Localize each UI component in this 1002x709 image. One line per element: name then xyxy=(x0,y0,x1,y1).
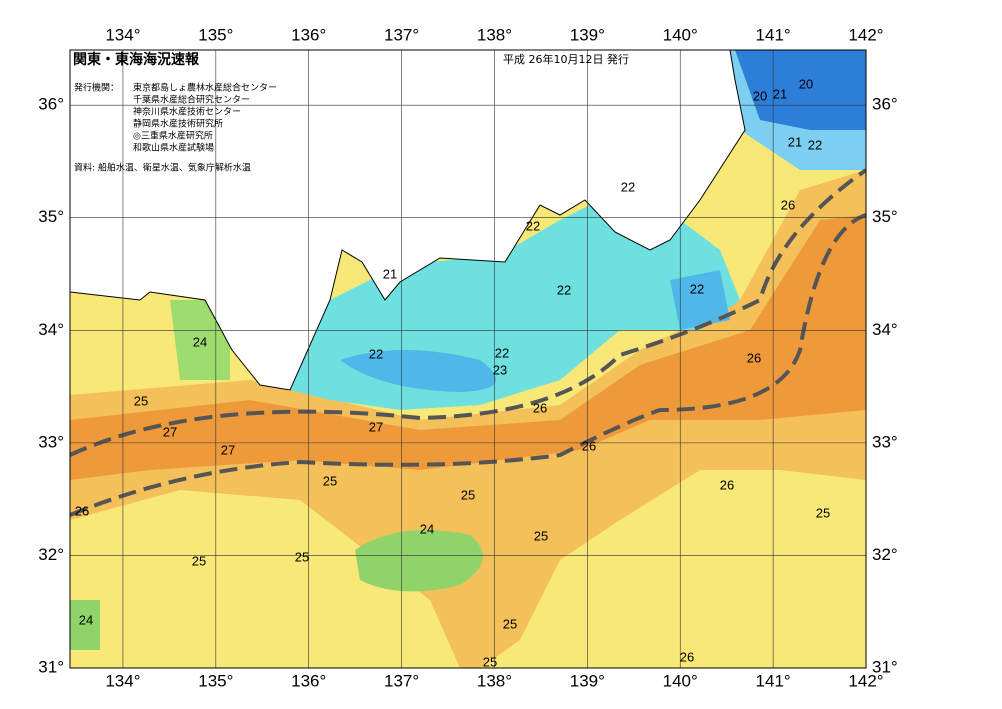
contour-label: 26 xyxy=(533,400,547,415)
contour-label: 22 xyxy=(621,179,635,194)
issuer: 東京都島しょ農林水産総合センター xyxy=(133,82,277,94)
map-frame xyxy=(69,49,867,669)
lon-label-bottom: 140° xyxy=(663,671,698,690)
contour-label: 22 xyxy=(369,346,383,361)
lat-label-right: 34° xyxy=(872,320,898,339)
issuers-label: 発行機関： xyxy=(74,82,119,94)
lon-label-bottom: 141° xyxy=(756,671,791,690)
contour-label: 26 xyxy=(582,438,596,453)
lat-label-left: 32° xyxy=(38,545,64,564)
lon-label-bottom: 134° xyxy=(105,671,140,690)
lon-label-top: 141° xyxy=(756,25,791,44)
contour-label: 26 xyxy=(781,197,795,212)
lon-label-bottom: 142° xyxy=(848,671,883,690)
issuer: 和歌山県水産試験場 xyxy=(133,142,214,154)
contour-label: 22 xyxy=(557,282,571,297)
lon-label-top: 136° xyxy=(291,25,326,44)
contour-label: 24 xyxy=(79,612,93,627)
lon-label-top: 134° xyxy=(105,25,140,44)
lat-label-right: 36° xyxy=(872,95,898,114)
contour-label: 25 xyxy=(503,616,517,631)
contour-label: 26 xyxy=(747,350,761,365)
lat-label-right: 35° xyxy=(872,207,898,226)
contour-label: 25 xyxy=(134,393,148,408)
contour-label: 25 xyxy=(295,549,309,564)
contour-label: 26 xyxy=(680,649,694,664)
lon-label-bottom: 137° xyxy=(384,671,419,690)
lon-label-top: 137° xyxy=(384,25,419,44)
contour-label: 25 xyxy=(192,553,206,568)
contour-label: 22 xyxy=(690,281,704,296)
contour-label: 21 xyxy=(773,86,787,101)
issuer: 静岡県水産技術研究所 xyxy=(133,118,223,130)
title: 関東・東海海況速報 xyxy=(73,51,200,68)
contour-label: 23 xyxy=(493,362,507,377)
lat-label-left: 31° xyxy=(38,657,64,676)
contour-label: 25 xyxy=(483,654,497,669)
land xyxy=(70,50,746,391)
issuers-list: 東京都島しょ農林水産総合センター千葉県水産総合研究センター神奈川県水産技術センタ… xyxy=(133,82,277,154)
contour-label: 26 xyxy=(720,477,734,492)
contour-label: 20 xyxy=(753,88,767,103)
contour-label: 21 xyxy=(383,266,397,281)
contour-label: 22 xyxy=(495,345,509,360)
contour-label: 27 xyxy=(163,424,177,439)
lat-label-right: 33° xyxy=(872,432,898,451)
contour-label: 27 xyxy=(221,442,235,457)
issue-date: 平成 26年10月12日 発行 xyxy=(503,52,629,66)
contour-label: 24 xyxy=(193,334,207,349)
lat-label-left: 34° xyxy=(38,320,64,339)
issuer: 神奈川県水産技術センター xyxy=(133,106,241,118)
lat-label-left: 36° xyxy=(38,95,64,114)
contour-label: 24 xyxy=(420,521,434,536)
kuroshio-axis xyxy=(70,168,866,517)
lat-label-left: 35° xyxy=(38,207,64,226)
contour-label: 21 xyxy=(788,134,802,149)
contour-label: 26 xyxy=(75,503,89,518)
contour-label: 22 xyxy=(808,137,822,152)
lon-label-top: 138° xyxy=(477,25,512,44)
contour-label: 25 xyxy=(461,487,475,502)
contour-label: 27 xyxy=(369,419,383,434)
contour-label: 25 xyxy=(534,528,548,543)
lon-label-bottom: 136° xyxy=(291,671,326,690)
lon-label-bottom: 139° xyxy=(570,671,605,690)
contour-label: 25 xyxy=(323,473,337,488)
lat-label-right: 31° xyxy=(872,657,898,676)
contour-label: 25 xyxy=(816,505,830,520)
lon-label-top: 135° xyxy=(198,25,233,44)
data-source: 資料: 船舶水温、衛星水温、気象庁解析水温 xyxy=(74,162,251,174)
contour-labels: 21 22 22 20 21 20 21 22 26 22 22 24 22 22 23 26 26 25 27 27… xyxy=(75,76,830,669)
lon-label-top: 139° xyxy=(570,25,605,44)
issuer: 千葉県水産総合研究センター xyxy=(133,94,250,106)
lat-label-right: 32° xyxy=(872,545,898,564)
contour-label: 20 xyxy=(799,76,813,91)
contour-label: 22 xyxy=(526,218,540,233)
issuer: ◎三重県水産研究所 xyxy=(133,130,213,142)
lat-label-left: 33° xyxy=(38,432,64,451)
lon-label-bottom: 138° xyxy=(477,671,512,690)
lon-label-top: 142° xyxy=(848,25,883,44)
lon-label-bottom: 135° xyxy=(198,671,233,690)
lon-label-top: 140° xyxy=(663,25,698,44)
